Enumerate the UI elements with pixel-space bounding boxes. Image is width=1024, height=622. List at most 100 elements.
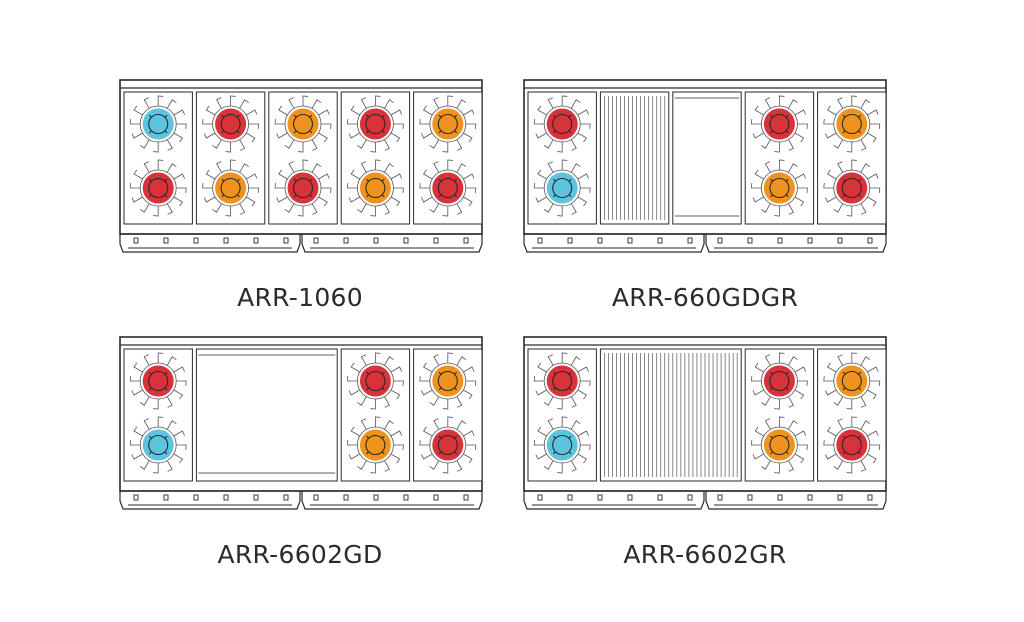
section-griddle_wide	[195, 348, 338, 482]
control-knob	[343, 494, 349, 501]
control-knob	[567, 237, 573, 244]
control-knob	[373, 237, 379, 244]
control-knob	[373, 494, 379, 501]
oven-door-right	[705, 491, 887, 510]
control-knob	[313, 494, 319, 501]
control-knob	[597, 494, 603, 501]
burner-orange	[763, 172, 795, 204]
burner-top	[129, 352, 187, 410]
burner-orange	[287, 108, 319, 140]
burner-orange	[763, 429, 795, 461]
control-knob	[537, 494, 543, 501]
burner-red	[359, 108, 391, 140]
burner-bottom	[274, 159, 332, 217]
burner-bottom	[346, 159, 404, 217]
burner-red	[763, 365, 795, 397]
model-label-arr-660gdgr: ARR-660GDGR	[611, 283, 799, 312]
control-knob	[567, 494, 573, 501]
oven-door-left	[119, 234, 301, 253]
burner-top	[129, 95, 187, 153]
burner-bottom	[129, 159, 187, 217]
control-knob	[627, 237, 633, 244]
burner-top	[346, 95, 404, 153]
control-knob	[133, 494, 139, 501]
burner-bottom	[750, 416, 808, 474]
burner-red	[142, 365, 174, 397]
oven-door-left	[119, 491, 301, 510]
control-knob	[807, 494, 813, 501]
burner-bottom	[533, 416, 591, 474]
control-knob	[687, 237, 693, 244]
burner-red	[359, 365, 391, 397]
burner-top	[346, 352, 404, 410]
control-knob	[163, 237, 169, 244]
control-knob	[627, 494, 633, 501]
control-knob	[313, 237, 319, 244]
model-label-arr-6602gr: ARR-6602GR	[623, 540, 787, 569]
burner-top	[533, 352, 591, 410]
range-arr-660gdgr	[523, 79, 887, 253]
burner-orange	[836, 108, 868, 140]
burner-bottom	[823, 416, 881, 474]
range-arr-6602gr	[523, 336, 887, 510]
burner-top	[750, 95, 808, 153]
control-knob	[807, 237, 813, 244]
control-knob	[777, 237, 783, 244]
section-grill_wide	[599, 348, 742, 482]
control-knob	[223, 494, 229, 501]
burner-top	[823, 95, 881, 153]
oven-door-right	[301, 491, 483, 510]
control-knob	[433, 494, 439, 501]
section-griddle	[672, 91, 742, 225]
burner-red	[142, 172, 174, 204]
control-knob	[283, 237, 289, 244]
section-grill	[599, 91, 670, 225]
control-knob	[867, 237, 873, 244]
control-knob	[463, 237, 469, 244]
control-knob	[867, 494, 873, 501]
control-knob	[193, 237, 199, 244]
burner-blue	[546, 172, 578, 204]
control-knob	[657, 494, 663, 501]
burner-blue	[142, 429, 174, 461]
control-knob	[717, 494, 723, 501]
control-knob	[253, 494, 259, 501]
control-knob	[223, 237, 229, 244]
control-knob	[657, 237, 663, 244]
control-knob	[597, 237, 603, 244]
range-arr-1060	[119, 79, 483, 253]
control-knob	[193, 494, 199, 501]
control-knob	[403, 237, 409, 244]
burner-bottom	[419, 416, 477, 474]
burner-top	[274, 95, 332, 153]
burner-blue	[546, 429, 578, 461]
control-knob	[777, 494, 783, 501]
control-knob	[283, 494, 289, 501]
burner-orange	[215, 172, 247, 204]
oven-door-left	[523, 491, 705, 510]
burner-bottom	[823, 159, 881, 217]
model-label-arr-6602gd: ARR-6602GD	[217, 540, 383, 569]
burner-red	[432, 429, 464, 461]
burner-top	[533, 95, 591, 153]
control-knob	[463, 494, 469, 501]
burner-red	[215, 108, 247, 140]
burner-red	[432, 172, 464, 204]
model-label-arr-1060: ARR-1060	[237, 283, 363, 312]
burner-bottom	[129, 416, 187, 474]
burner-red	[763, 108, 795, 140]
control-knob	[747, 237, 753, 244]
control-knob	[837, 237, 843, 244]
burner-bottom	[750, 159, 808, 217]
burner-red	[836, 429, 868, 461]
control-knob	[253, 237, 259, 244]
control-knob	[537, 237, 543, 244]
oven-door-right	[301, 234, 483, 253]
control-knob	[433, 237, 439, 244]
burner-orange	[836, 365, 868, 397]
control-knob	[403, 494, 409, 501]
control-knob	[687, 494, 693, 501]
oven-door-right	[705, 234, 887, 253]
